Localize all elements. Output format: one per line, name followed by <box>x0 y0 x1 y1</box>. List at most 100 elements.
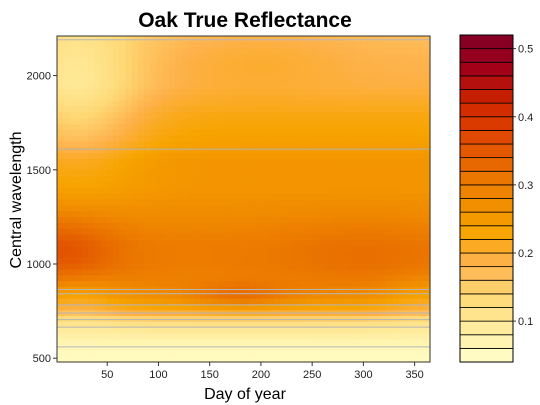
heatmap-cell <box>218 228 226 235</box>
heatmap-cell <box>386 158 394 165</box>
heatmap-cell <box>255 146 263 154</box>
heatmap-cell <box>243 129 251 136</box>
heatmap-cell <box>411 152 419 159</box>
heatmap-cell <box>249 222 257 229</box>
heatmap-cell <box>274 36 282 43</box>
heatmap-cell <box>224 152 232 159</box>
heatmap-cell <box>336 280 344 287</box>
heatmap-cell <box>193 111 201 119</box>
heatmap-cell <box>405 315 412 322</box>
heatmap-cell <box>417 228 425 235</box>
heatmap-cell <box>405 59 412 66</box>
heatmap-cell <box>305 65 313 72</box>
heatmap-cell <box>57 100 64 107</box>
heatmap-cell <box>63 199 71 206</box>
heatmap-cell <box>392 76 400 84</box>
heatmap-cell <box>199 199 207 206</box>
heatmap-cell <box>342 140 350 148</box>
heatmap-cell <box>206 274 214 282</box>
heatmap-cell <box>324 228 332 235</box>
heatmap-cell <box>206 146 214 154</box>
heatmap-cell <box>342 228 350 235</box>
heatmap-cell <box>293 344 301 351</box>
heatmap-cell <box>274 344 282 351</box>
heatmap-cell <box>137 338 145 346</box>
heatmap-cell <box>398 292 406 299</box>
heatmap-cell <box>268 123 276 130</box>
heatmap-cell <box>311 94 319 101</box>
heatmap-cell <box>386 146 394 154</box>
heatmap-cell <box>156 315 164 322</box>
heatmap-cell <box>305 292 313 299</box>
heatmap-cell <box>411 181 419 188</box>
heatmap-cell <box>405 251 412 258</box>
heatmap-cell <box>293 158 301 165</box>
heatmap-cell <box>144 210 151 218</box>
heatmap-cell <box>249 245 257 252</box>
heatmap-cell <box>405 134 412 142</box>
heatmap-cell <box>57 239 64 247</box>
heatmap-cell <box>380 158 388 165</box>
heatmap-cell <box>100 146 108 154</box>
heatmap-cell <box>374 36 381 43</box>
heatmap-cell <box>181 111 189 119</box>
heatmap-cell <box>287 239 294 247</box>
heatmap-cell <box>168 129 176 136</box>
heatmap-cell <box>112 280 120 287</box>
heatmap-cell <box>342 251 350 258</box>
heatmap-cell <box>293 257 301 264</box>
heatmap-cell <box>274 134 282 142</box>
heatmap-cell <box>380 175 388 183</box>
heatmap-cell <box>199 105 207 113</box>
heatmap-cell <box>287 199 294 206</box>
heatmap-cell <box>206 338 214 346</box>
heatmap-cell <box>181 164 189 171</box>
heatmap-cell <box>112 146 120 154</box>
heatmap-cell <box>162 105 170 113</box>
heatmap-cell <box>206 59 214 66</box>
heatmap-cell <box>88 82 95 89</box>
heatmap-cell <box>57 146 64 154</box>
heatmap-cell <box>75 181 83 188</box>
heatmap-cell <box>355 297 363 305</box>
heatmap-cell <box>411 187 419 194</box>
heatmap-cell <box>287 47 294 55</box>
heatmap-cell <box>81 65 89 72</box>
heatmap-cell <box>88 100 95 107</box>
heatmap-cell <box>193 228 201 235</box>
heatmap-cell <box>374 245 381 252</box>
heatmap-cell <box>249 100 257 107</box>
heatmap-cell <box>336 199 344 206</box>
heatmap-cell <box>324 245 332 252</box>
heatmap-cell <box>125 251 133 258</box>
heatmap-cell <box>355 65 363 72</box>
heatmap-cell <box>131 321 139 328</box>
heatmap-cell <box>311 105 319 113</box>
heatmap-cell <box>336 94 344 101</box>
heatmap-cell <box>193 204 201 212</box>
heatmap-cell <box>187 303 195 311</box>
heatmap-cell <box>349 82 356 89</box>
heatmap-cell <box>386 187 394 194</box>
heatmap-cell <box>94 175 102 183</box>
heatmap-cell <box>311 222 319 229</box>
heatmap-cell <box>405 181 412 188</box>
heatmap-cell <box>100 100 108 107</box>
heatmap-cell <box>324 297 332 305</box>
heatmap-cell <box>125 356 133 363</box>
heatmap-cell <box>287 88 294 95</box>
heatmap-cell <box>423 59 431 66</box>
heatmap-cell <box>299 321 307 328</box>
heatmap-cell <box>417 263 425 270</box>
heatmap-cell <box>168 146 176 154</box>
heatmap-cell <box>119 193 126 200</box>
heatmap-cell <box>237 222 245 229</box>
heatmap-cell <box>249 303 257 311</box>
heatmap-cell <box>305 76 313 84</box>
heatmap-cell <box>411 164 419 171</box>
heatmap-cell <box>137 251 145 258</box>
heatmap-cell <box>274 41 282 49</box>
heatmap-cell <box>311 169 319 177</box>
heatmap-cell <box>69 53 77 60</box>
legend-swatch <box>459 75 514 90</box>
